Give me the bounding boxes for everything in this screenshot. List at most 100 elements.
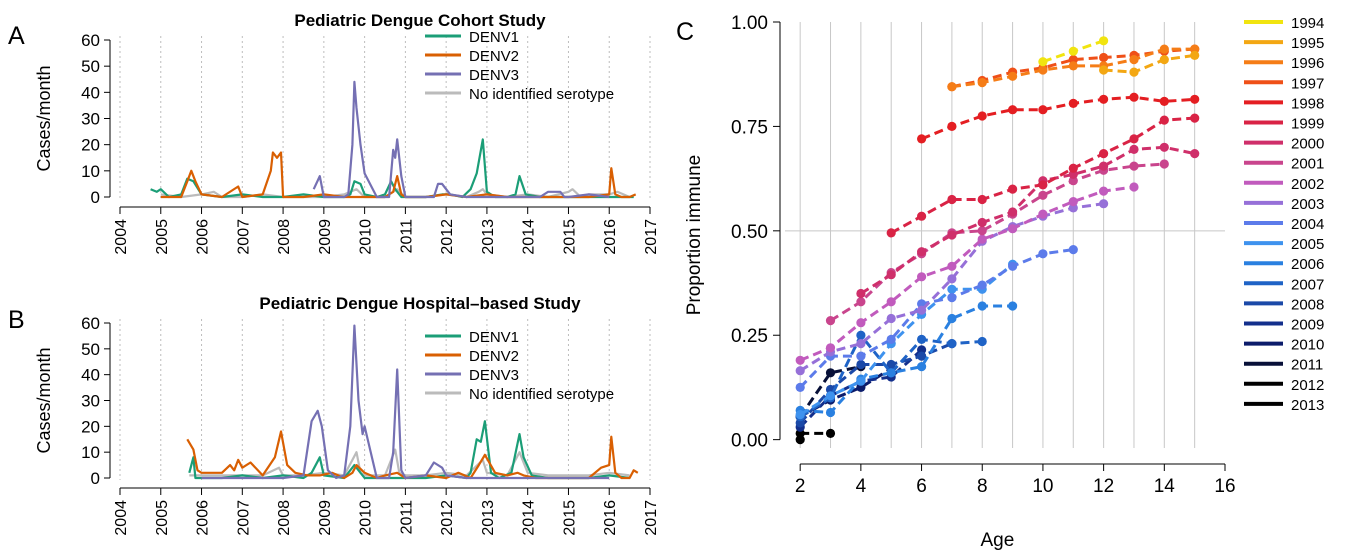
data-point-1996 — [977, 78, 987, 88]
data-point-1997 — [1068, 55, 1078, 65]
y-axis-label: Proportion immune — [684, 155, 705, 316]
x-tick-label: 2012 — [439, 219, 456, 255]
x-tick-label: 2010 — [358, 500, 375, 536]
data-point-1996 — [1068, 61, 1078, 71]
x-tick-label: 2006 — [195, 500, 212, 536]
x-tick-label: 2005 — [154, 500, 171, 536]
data-point-2001 — [856, 297, 866, 307]
data-point-1996 — [1038, 65, 1048, 75]
legend-label: 1997 — [1291, 75, 1324, 92]
legend-label: 1996 — [1291, 55, 1324, 72]
data-point-2005 — [947, 284, 957, 294]
data-point-1995 — [1190, 50, 1200, 61]
y-tick-label: 30 — [81, 110, 100, 129]
series-line-denv3 — [201, 324, 610, 480]
data-point-1996 — [1159, 44, 1169, 54]
data-point-2007 — [917, 334, 927, 344]
data-point-1999 — [917, 211, 927, 221]
data-point-2002 — [917, 272, 927, 282]
y-tick-label: 50 — [81, 57, 100, 76]
data-point-1995 — [1129, 67, 1139, 77]
series-line-no-identified-serotype — [189, 448, 630, 477]
x-tick-label: 2008 — [276, 219, 293, 255]
data-point-2005 — [856, 376, 866, 386]
x-tick-label: 2 — [795, 476, 806, 497]
legend-label: 2000 — [1291, 136, 1324, 153]
y-tick-label: 40 — [81, 366, 100, 385]
data-point-2002 — [1008, 224, 1018, 234]
y-tick-label: 0 — [91, 188, 100, 207]
data-point-1994 — [1038, 57, 1048, 67]
y-tick-label: 60 — [81, 31, 100, 50]
panel-label-c: C — [676, 18, 694, 46]
series-line-1995 — [1103, 53, 1195, 74]
x-tick-label: 2014 — [521, 219, 538, 255]
data-point-1999 — [1159, 115, 1169, 125]
data-point-2004 — [856, 351, 866, 361]
data-point-2004 — [886, 334, 896, 344]
series-line-2003 — [799, 202, 1104, 372]
x-tick-label: 2005 — [154, 219, 171, 255]
data-point-2003 — [856, 339, 866, 349]
legend-label: No identified serotype — [469, 86, 614, 103]
y-tick-label: 10 — [81, 162, 100, 181]
data-point-2005 — [795, 410, 805, 420]
data-point-2007 — [856, 330, 866, 340]
data-point-1998 — [1190, 94, 1200, 104]
data-point-2002 — [1129, 182, 1139, 192]
legend-label: 1994 — [1291, 15, 1324, 32]
data-point-2002 — [947, 261, 957, 271]
x-tick-label: 2016 — [602, 500, 619, 536]
data-point-2008 — [856, 359, 866, 370]
chart-title: Pediatric Dengue Cohort Study — [294, 11, 546, 30]
data-point-2000 — [1159, 142, 1169, 152]
data-point-2006 — [917, 362, 927, 372]
x-tick-label: 10 — [1032, 476, 1053, 497]
x-tick-label: 2017 — [643, 219, 660, 255]
legend-label: 1998 — [1291, 95, 1324, 112]
legend-label: 2012 — [1291, 377, 1324, 394]
x-tick-label: 16 — [1214, 476, 1235, 497]
legend-label: 2011 — [1291, 357, 1323, 374]
y-tick-label: 0.00 — [731, 431, 768, 452]
x-tick-label: 2016 — [602, 219, 619, 255]
legend-label: DENV1 — [469, 329, 519, 346]
x-tick-label: 2008 — [276, 500, 293, 536]
data-point-2004 — [1038, 249, 1048, 259]
data-point-2003 — [795, 366, 805, 376]
data-point-2002 — [886, 297, 896, 307]
legend-label: DENV2 — [469, 48, 519, 65]
y-tick-label: 0.50 — [731, 222, 768, 243]
data-point-1998 — [947, 121, 957, 131]
legend-label: 2009 — [1291, 317, 1324, 334]
data-point-1999 — [1129, 134, 1139, 144]
panel-c-chart: 0.00 0.25 0.50 0.75 1.00 Proportion immune 2 4 6… — [684, 13, 1324, 551]
data-point-2002 — [1068, 197, 1078, 207]
legend-label: 2008 — [1291, 296, 1324, 313]
legend-label: DENV3 — [469, 67, 519, 84]
y-tick-label: 40 — [81, 83, 100, 102]
data-point-1999 — [886, 228, 896, 238]
legend-label: DENV3 — [469, 367, 519, 384]
data-point-2003 — [1068, 203, 1078, 213]
data-point-1999 — [1008, 184, 1018, 194]
y-tick-label: 50 — [81, 340, 100, 359]
legend-label: 2003 — [1291, 196, 1324, 213]
x-tick-label: 2007 — [235, 500, 252, 536]
data-point-2000 — [917, 247, 927, 257]
data-point-2001 — [825, 316, 836, 326]
data-point-2012 — [825, 428, 836, 438]
data-point-1999 — [947, 194, 957, 205]
x-tick-label: 2013 — [480, 219, 497, 255]
x-tick-label: 6 — [916, 476, 927, 497]
y-tick-label: 30 — [81, 392, 100, 411]
data-point-1994 — [1068, 46, 1078, 56]
y-axis-label: Cases/month — [34, 65, 54, 171]
data-point-2000 — [1190, 149, 1200, 159]
legend-label: 2005 — [1291, 236, 1324, 253]
legend-label: 1999 — [1291, 116, 1324, 133]
data-point-1997 — [1099, 52, 1109, 63]
legend-label: 2001 — [1291, 156, 1324, 173]
data-point-2006 — [1008, 301, 1018, 311]
